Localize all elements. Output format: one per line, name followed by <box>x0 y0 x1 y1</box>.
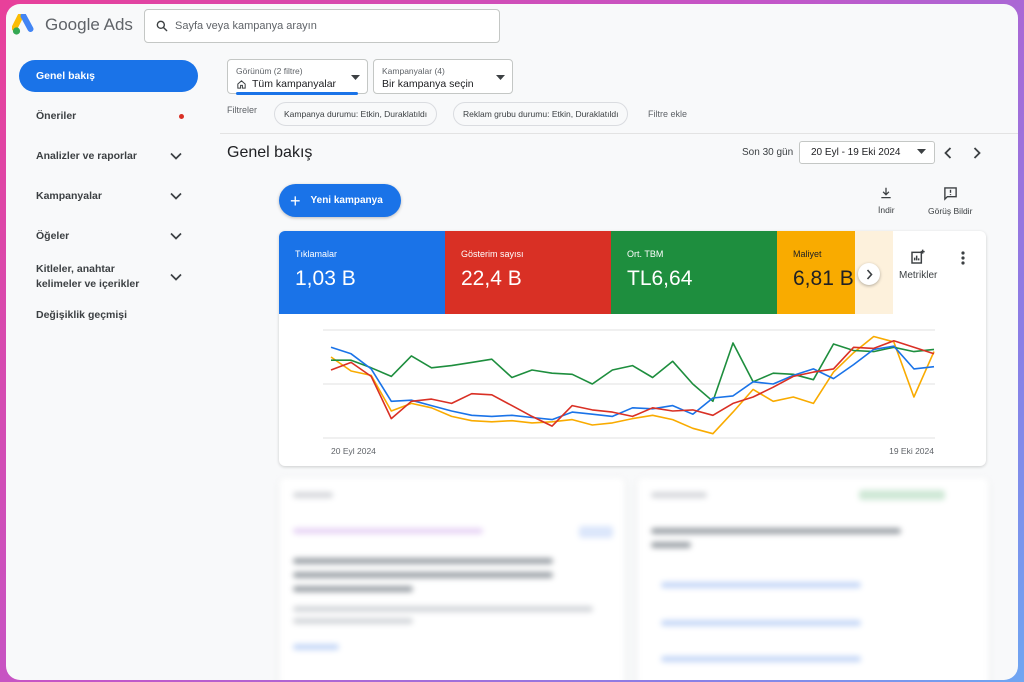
chevron-down-icon <box>170 192 182 200</box>
divider <box>220 133 1018 134</box>
notification-dot <box>179 114 184 119</box>
dropdown-arrow-icon <box>496 75 505 80</box>
sidebar-item-label: Kampanyalar <box>36 190 102 202</box>
app-name: Google Ads <box>45 15 133 34</box>
sidebar-item-label: Kitleler, anahtar kelimeler ve içerikler <box>36 263 140 290</box>
view-dropdown-label: Görünüm (2 filtre) <box>236 66 303 76</box>
app-window: Google Ads Genel bakış Öneriler Analizle… <box>6 4 1018 680</box>
sidebar-item-label: Genel bakış <box>36 70 95 82</box>
blurred-card-right <box>637 478 989 680</box>
metric-tile-avg-cpc[interactable]: Ort. TBM TL6,64 <box>611 231 777 314</box>
filter-chip-adgroup-status[interactable]: Reklam grubu durumu: Etkin, Duraklatıldı <box>453 102 629 126</box>
chevron-down-icon <box>170 273 182 281</box>
download-label: İndir <box>878 205 895 215</box>
sidebar-item-change-history[interactable]: Değişiklik geçmişi <box>19 299 198 331</box>
filter-chip-label: Kampanya durumu: Etkin, Duraklatıldı <box>284 109 428 119</box>
metrics-card: Tıklamalar 1,03 B Gösterim sayısı 22,4 B… <box>279 231 986 466</box>
sidebar-item-label: Öneriler <box>36 110 77 122</box>
x-start-label: 20 Eyl 2024 <box>331 446 376 456</box>
date-range-value: 20 Eyl - 19 Eki 2024 <box>811 147 901 158</box>
dropdown-arrow-icon <box>351 75 360 80</box>
add-filter-link[interactable]: Filtre ekle <box>648 109 688 119</box>
sidebar-item-audiences[interactable]: Kitleler, anahtar kelimeler ve içerikler <box>19 258 198 296</box>
sidebar-item-overview[interactable]: Genel bakış <box>19 60 198 92</box>
scroll-tiles-button[interactable] <box>858 263 880 285</box>
metric-name: Ort. TBM <box>627 249 664 259</box>
blurred-card-left <box>279 478 625 680</box>
sidebar-item-assets[interactable]: Öğeler <box>19 220 198 252</box>
series-line-2 <box>330 339 935 427</box>
sidebar-item-campaigns[interactable]: Kampanyalar <box>19 180 198 212</box>
metrics-line-chart: 20 Eyl 2024 19 Eki 2024 <box>323 329 935 456</box>
chevron-right-icon <box>973 147 981 159</box>
top-bar: Google Ads <box>6 4 1018 52</box>
metrics-label: Metrikler <box>899 270 938 281</box>
series-line-1 <box>330 345 935 421</box>
campaign-dropdown-value: Bir kampanya seçin <box>382 78 474 90</box>
metric-tile-impressions[interactable]: Gösterim sayısı 22,4 B <box>445 231 611 314</box>
next-period-button[interactable] <box>968 144 986 162</box>
google-ads-logo-icon <box>11 13 36 36</box>
date-range-dropdown[interactable]: 20 Eyl - 19 Eki 2024 <box>799 141 935 164</box>
metric-value: TL6,64 <box>627 267 693 290</box>
search-box[interactable] <box>144 9 500 43</box>
google-ads-logo[interactable]: Google Ads <box>11 13 133 36</box>
filters-label: Filtreler <box>227 105 258 115</box>
sidebar-item-label: Değişiklik geçmişi <box>36 309 128 321</box>
campaign-dropdown-label: Kampanyalar (4) <box>382 66 445 76</box>
metric-name: Gösterim sayısı <box>461 249 524 259</box>
feedback-label: Görüş Bildir <box>928 206 973 216</box>
view-dropdown-value: Tüm kampanyalar <box>252 78 337 90</box>
search-input[interactable] <box>175 20 475 32</box>
sidebar-item-recommendations[interactable]: Öneriler <box>19 100 198 132</box>
download-icon <box>881 187 891 199</box>
plus-icon: + <box>290 190 301 211</box>
chevron-down-icon <box>170 232 182 240</box>
series-line-4 <box>330 335 935 435</box>
x-end-label: 19 Eki 2024 <box>889 446 934 456</box>
filter-chip-label: Reklam grubu durumu: Etkin, Duraklatıldı <box>463 109 619 119</box>
metric-value: 1,03 B <box>295 267 356 290</box>
view-dropdown[interactable]: Görünüm (2 filtre) Tüm kampanyalar <box>227 59 368 95</box>
metric-value: 6,81 B <box>793 267 854 290</box>
search-icon <box>156 20 168 32</box>
dropdown-arrow-icon <box>917 149 926 154</box>
add-chart-icon <box>911 249 925 264</box>
metric-value: 22,4 B <box>461 267 522 290</box>
home-icon <box>237 79 246 89</box>
metric-name: Maliyet <box>793 249 822 259</box>
chevron-left-icon <box>944 147 952 159</box>
campaign-dropdown[interactable]: Kampanyalar (4) Bir kampanya seçin <box>373 59 513 94</box>
more-options-icon[interactable] <box>961 251 965 265</box>
sidebar-item-insights-reports[interactable]: Analizler ve raporlar <box>19 140 198 172</box>
chevron-right-icon <box>866 268 873 280</box>
new-campaign-label: Yeni kampanya <box>310 195 383 206</box>
chevron-down-icon <box>170 152 182 160</box>
previous-period-button[interactable] <box>939 144 957 162</box>
download-button[interactable]: İndir <box>878 186 895 215</box>
feedback-button[interactable]: Görüş Bildir <box>928 186 972 216</box>
metric-name: Tıklamalar <box>295 249 338 259</box>
new-campaign-button[interactable]: + Yeni kampanya <box>279 184 401 217</box>
date-range-label: Son 30 gün <box>742 147 794 158</box>
blurred-lower-cards <box>279 478 989 680</box>
feedback-icon <box>943 187 957 201</box>
active-underline <box>236 92 358 95</box>
metric-tile-cost[interactable]: Maliyet 6,81 B <box>777 231 855 314</box>
filter-chip-campaign-status[interactable]: Kampanya durumu: Etkin, Duraklatıldı <box>274 102 438 126</box>
sidebar-item-label: Analizler ve raporlar <box>36 150 137 162</box>
sidebar-item-label: Öğeler <box>36 230 70 242</box>
metrics-button[interactable]: Metrikler <box>899 249 937 281</box>
series-line-3 <box>331 342 935 403</box>
metric-tile-clicks[interactable]: Tıklamalar 1,03 B <box>279 231 445 314</box>
page-title: Genel bakış <box>227 144 313 161</box>
